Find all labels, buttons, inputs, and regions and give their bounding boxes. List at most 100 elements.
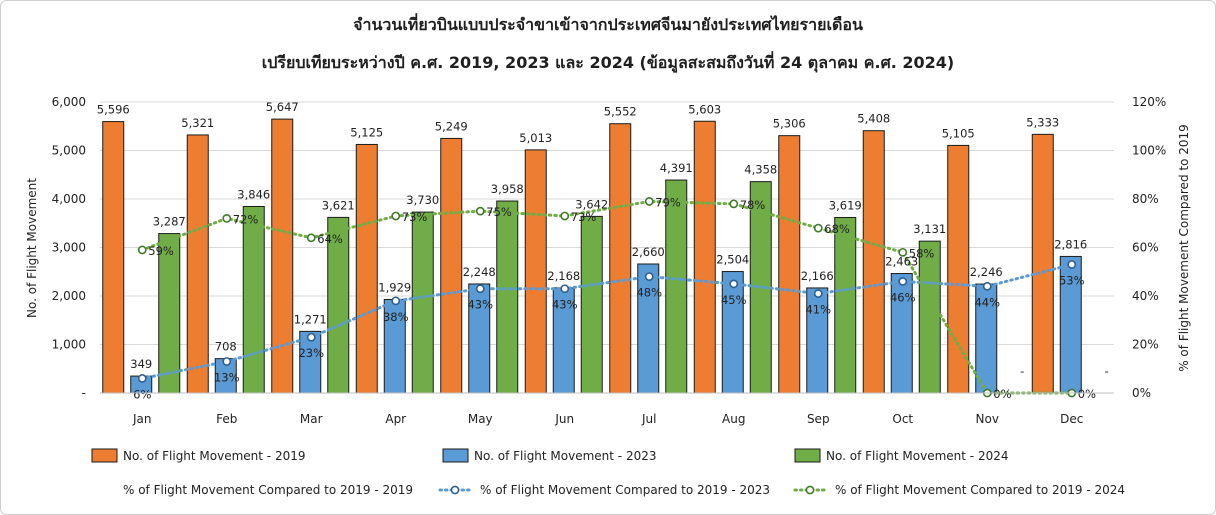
y2-tick-label: 80% xyxy=(1132,192,1159,206)
y2-tick-label: 0% xyxy=(1132,386,1151,400)
bar xyxy=(440,137,463,394)
line-marker xyxy=(391,296,401,306)
bar-value-label: 3,619 xyxy=(829,198,862,212)
line-marker xyxy=(222,213,232,223)
chart-title: จำนวนเที่ยวบินแบบประจำขาเข้าจากประเทศจีน… xyxy=(353,13,863,34)
percentage-label: 64% xyxy=(317,232,343,246)
bar-value-label: 2,660 xyxy=(632,245,665,259)
line-marker xyxy=(560,284,570,294)
bar-value-label: - xyxy=(1020,364,1024,378)
percentage-label: 73% xyxy=(402,210,428,224)
line-marker xyxy=(813,289,823,298)
line-marker xyxy=(475,284,485,294)
line-marker xyxy=(898,277,908,286)
legend-label: No. of Flight Movement - 2023 xyxy=(474,449,657,463)
bar-value-label: 5,105 xyxy=(942,126,975,140)
bar xyxy=(918,240,941,394)
bar-value-label: 5,603 xyxy=(688,102,721,116)
y-tick-label: 5,000 xyxy=(52,144,86,158)
line-marker xyxy=(222,357,232,366)
bar-value-label: 3,642 xyxy=(575,197,608,211)
legend-swatch xyxy=(442,448,469,463)
bar xyxy=(665,179,688,394)
bar-value-label: 5,647 xyxy=(266,100,299,114)
percentage-label: 73% xyxy=(571,210,597,224)
bar xyxy=(496,200,519,394)
percentage-label: 6% xyxy=(133,387,151,401)
bar-value-label: 4,358 xyxy=(744,163,777,177)
bar-value-label: 2,463 xyxy=(885,255,918,269)
percentage-label: 0% xyxy=(993,387,1011,401)
y-tick-label: 2,000 xyxy=(52,289,86,303)
bar xyxy=(609,123,632,394)
line-marker xyxy=(306,233,316,243)
x-tick-label: Aug xyxy=(722,412,745,426)
bar xyxy=(862,130,885,394)
bar xyxy=(186,134,209,394)
bar-value-label: 4,391 xyxy=(660,161,693,175)
bar-value-label: 2,248 xyxy=(463,265,496,279)
y2-tick-label: 120% xyxy=(1132,95,1166,109)
line-marker xyxy=(306,332,316,342)
percentage-label: 44% xyxy=(974,295,1000,309)
line-marker xyxy=(982,281,992,291)
bar-value-label: 2,816 xyxy=(1054,237,1087,251)
percentage-label: 45% xyxy=(721,293,747,307)
bar-value-label: 5,249 xyxy=(435,119,468,133)
x-tick-label: Feb xyxy=(216,412,237,426)
y-tick-label: - xyxy=(82,386,86,400)
percentage-label: 78% xyxy=(740,198,766,212)
percentage-line xyxy=(140,262,1074,380)
percentage-label: 79% xyxy=(655,195,681,209)
bar-value-label: 5,552 xyxy=(604,105,637,119)
line-marker xyxy=(475,206,485,216)
percentage-label: 43% xyxy=(552,298,578,312)
percentage-label: 41% xyxy=(805,303,831,317)
legend-label: % of Flight Movement Compared to 2019 - … xyxy=(123,483,413,497)
percentage-line xyxy=(140,199,1074,395)
bar xyxy=(355,143,378,394)
y2-tick-label: 100% xyxy=(1132,144,1166,158)
bar-value-label: 3,287 xyxy=(153,215,186,229)
legend: No. of Flight Movement - 2019 No. of Flig… xyxy=(91,448,1125,497)
bar-value-label: 1,271 xyxy=(294,312,327,326)
legend-label: No. of Flight Movement - 2019 xyxy=(123,449,306,463)
legend-label: % of Flight Movement Compared to 2019 - … xyxy=(480,483,770,497)
bar-value-label: 349 xyxy=(130,357,152,371)
bar xyxy=(721,271,744,394)
y-tick-label: 4,000 xyxy=(52,192,86,206)
bar-value-label: 5,333 xyxy=(1026,115,1059,129)
legend-swatch xyxy=(794,448,821,463)
percentage-lines xyxy=(137,197,1077,398)
bar xyxy=(242,205,265,394)
line-marker xyxy=(644,272,654,281)
x-tick-label: Nov xyxy=(976,412,999,426)
bar xyxy=(637,263,660,394)
legend-swatch xyxy=(91,448,118,463)
bar-value-label: 2,246 xyxy=(970,265,1003,279)
x-tick-label: Oct xyxy=(892,412,913,426)
line-marker xyxy=(560,211,570,221)
bar xyxy=(524,149,547,394)
legend-marker xyxy=(450,485,460,495)
bar-value-label: 5,125 xyxy=(350,125,383,139)
line-marker xyxy=(1067,260,1077,269)
bar xyxy=(834,216,857,394)
percentage-label: 59% xyxy=(148,244,174,258)
bar-value-label: 2,504 xyxy=(716,253,749,267)
x-tick-label: May xyxy=(468,412,493,426)
bar xyxy=(693,120,716,394)
bar-value-label: 5,306 xyxy=(773,117,806,131)
bar xyxy=(580,215,603,394)
legend-label: No. of Flight Movement - 2024 xyxy=(826,449,1009,463)
line-marker xyxy=(729,199,739,209)
y2-tick-label: 40% xyxy=(1132,289,1159,303)
y2-tick-label: 20% xyxy=(1132,338,1159,352)
line-marker xyxy=(898,247,908,257)
percentage-label: 68% xyxy=(824,222,850,236)
legend-marker xyxy=(805,485,815,495)
bar-value-label: 3,131 xyxy=(913,222,946,236)
bar-value-label: 5,013 xyxy=(519,131,552,145)
line-marker xyxy=(813,223,823,233)
chart-subtitle: เปรียบเทียบระหว่างปี ค.ศ. 2019, 2023 และ… xyxy=(262,51,954,74)
